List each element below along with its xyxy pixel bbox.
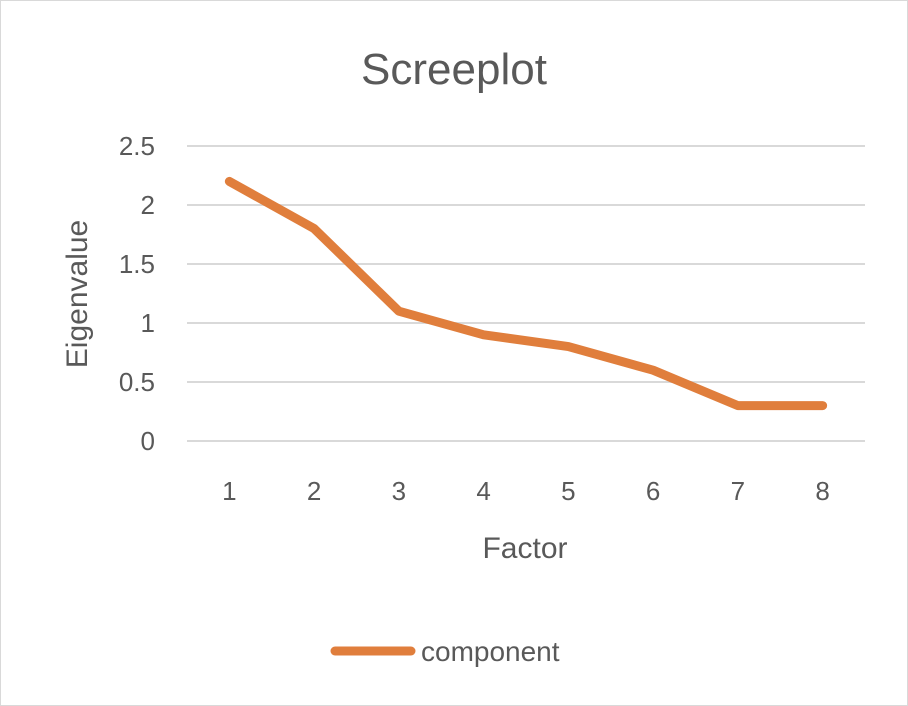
x-tick-label: 1 xyxy=(222,476,236,506)
x-tick-label: 3 xyxy=(392,476,406,506)
legend-label: component xyxy=(421,636,560,667)
data-point xyxy=(652,369,654,371)
x-tick-label: 8 xyxy=(815,476,829,506)
data-point xyxy=(567,346,569,348)
y-axis-title: Eigenvalue xyxy=(61,220,94,368)
data-point xyxy=(398,310,400,312)
x-tick-label: 6 xyxy=(646,476,660,506)
data-point xyxy=(228,180,230,182)
gridlines xyxy=(187,145,865,442)
x-tick-label: 5 xyxy=(561,476,575,506)
series-lines xyxy=(224,176,828,411)
data-point xyxy=(822,405,824,407)
data-point xyxy=(737,405,739,407)
data-point xyxy=(483,334,485,336)
series-line-component xyxy=(224,176,828,411)
x-tick-label: 2 xyxy=(307,476,321,506)
x-tick-label: 4 xyxy=(476,476,490,506)
x-tick-label: 7 xyxy=(731,476,745,506)
chart-title: Screeplot xyxy=(361,45,547,94)
y-tick-label: 2 xyxy=(141,190,155,220)
y-tick-label: 0.5 xyxy=(119,367,155,397)
legend: component xyxy=(330,636,560,667)
y-tick-labels: 0 0.5 1 1.5 2 2.5 xyxy=(119,131,155,456)
y-tick-label: 1 xyxy=(141,308,155,338)
y-tick-label: 1.5 xyxy=(119,249,155,279)
x-axis-title: Factor xyxy=(482,532,567,565)
y-tick-label: 2.5 xyxy=(119,131,155,161)
data-point xyxy=(313,228,315,230)
y-tick-label: 0 xyxy=(141,426,155,456)
x-tick-labels: 1 2 3 4 5 6 7 8 xyxy=(222,476,830,506)
